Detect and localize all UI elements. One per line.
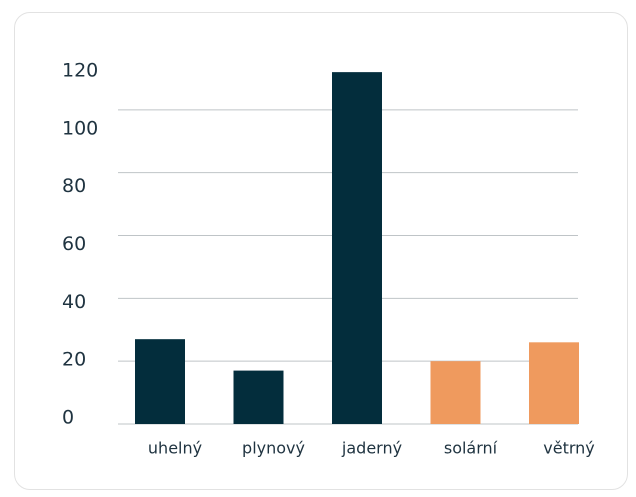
x-tick-label: plynový: [242, 439, 305, 458]
x-tick-label: větrný: [543, 439, 595, 458]
y-tick-label: 0: [62, 407, 74, 429]
y-tick-label: 40: [62, 291, 86, 313]
x-tick-label: uhelný: [148, 439, 202, 458]
y-tick-label: 20: [62, 349, 86, 371]
card: [14, 12, 628, 490]
bar: [430, 361, 481, 424]
bar: [529, 342, 579, 424]
x-tick-label: solární: [444, 439, 498, 458]
y-tick-label: 60: [62, 233, 86, 255]
y-tick-label: 80: [62, 175, 86, 197]
y-tick-label: 100: [62, 117, 98, 139]
x-tick-label: jaderný: [341, 439, 402, 458]
bar: [233, 370, 284, 424]
y-tick-label: 120: [62, 60, 98, 82]
bar: [332, 72, 382, 424]
bar: [135, 339, 185, 424]
